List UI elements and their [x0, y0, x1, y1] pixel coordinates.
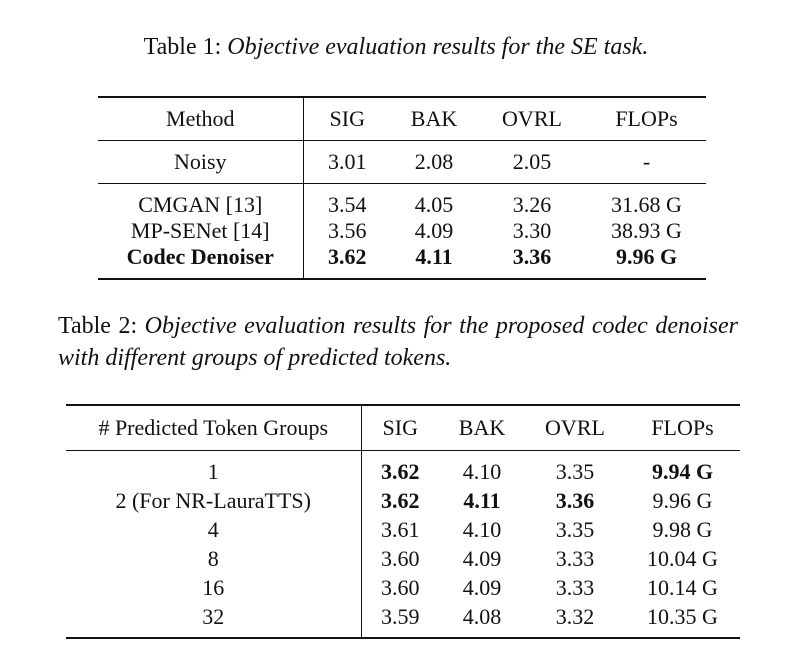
table-cell: 4.11 — [463, 487, 501, 513]
table-cell: 4.09 — [414, 218, 454, 243]
table-cell: 32 — [66, 602, 362, 638]
table-cell: 8 — [66, 544, 362, 573]
table1-header-flops: FLOPs — [615, 106, 678, 131]
table-cell: 4 — [66, 515, 362, 544]
table-row: MP-SENet [14] 3.56 4.09 3.30 38.93 G — [98, 218, 706, 244]
table-cell: 3.26 — [477, 183, 587, 218]
table-cell: 3.01 — [303, 140, 391, 184]
table1-header-ovrl: OVRL — [502, 106, 562, 131]
table-row: 8 3.60 4.09 3.33 10.04 G — [66, 544, 740, 573]
table2-header-ovrl: OVRL — [545, 415, 605, 440]
table2-header-flops: FLOPs — [651, 415, 714, 440]
table-cell: 3.62 — [381, 487, 420, 513]
table-cell: 4.08 — [462, 603, 502, 629]
table-cell: 1 — [66, 450, 362, 486]
table2-caption: Table 2: Objective evaluation results fo… — [58, 310, 738, 374]
table2-header-row: # Predicted Token Groups SIG BAK OVRL FL… — [66, 405, 740, 451]
table-cell: 9.96 G — [615, 244, 678, 269]
table-cell: Codec Denoiser — [98, 244, 304, 279]
table-cell: 3.62 — [361, 450, 439, 486]
table-cell: 9.96 G — [652, 487, 713, 513]
table-cell: 3.30 — [512, 218, 552, 243]
table-cell: 4.10 — [439, 450, 525, 486]
table-cell: 3.35 — [525, 450, 625, 486]
table-row: CMGAN [13] 3.54 4.05 3.26 31.68 G — [98, 183, 706, 218]
table-row: 4 3.61 4.10 3.35 9.98 G — [66, 515, 740, 544]
table-cell: 10.14 G — [647, 574, 718, 600]
table-cell: 10.04 G — [647, 545, 718, 571]
table1-caption-label: Table 1: — [143, 34, 228, 60]
table2-header-groups: # Predicted Token Groups — [66, 405, 362, 451]
table-cell: 3.35 — [555, 516, 595, 542]
table-cell: 4.05 — [391, 183, 477, 218]
table-cell: 38.93 G — [611, 218, 682, 243]
table-cell: CMGAN [13] — [98, 183, 304, 218]
table-cell: 3.36 — [512, 244, 552, 269]
table-cell: MP-SENet [14] — [98, 218, 304, 244]
table-cell: 3.36 — [555, 487, 595, 513]
table2: # Predicted Token Groups SIG BAK OVRL FL… — [66, 404, 740, 639]
table-row: 1 3.62 4.10 3.35 9.94 G — [66, 450, 740, 486]
table-cell: 3.62 — [328, 244, 367, 269]
table-cell: 3.54 — [303, 183, 391, 218]
table-cell: 3.61 — [381, 516, 420, 542]
table2-caption-text: Objective evaluation results for the pro… — [58, 313, 739, 371]
table-cell: 4.09 — [462, 574, 502, 600]
table-row: 32 3.59 4.08 3.32 10.35 G — [66, 602, 740, 638]
table-cell: 2.08 — [391, 140, 477, 184]
table-cell: 4.10 — [462, 516, 502, 542]
table-cell: 2 (For NR-LauraTTS) — [66, 486, 362, 515]
table-cell: 3.60 — [381, 545, 420, 571]
table-cell: 9.98 G — [652, 516, 713, 542]
table2-header-sig: SIG — [382, 415, 418, 440]
table1-caption-text: Objective evaluation results for the SE … — [227, 34, 649, 60]
table2-caption-label: Table 2: — [58, 313, 145, 339]
table-cell: 3.60 — [381, 574, 420, 600]
table1-noisy-row: Noisy 3.01 2.08 2.05 - — [98, 140, 706, 184]
table-cell: 3.32 — [555, 603, 595, 629]
table-cell: 4.09 — [462, 545, 502, 571]
table1-header-bak: BAK — [410, 106, 458, 131]
table1-header-method: Method — [98, 97, 304, 141]
table1-header-row: Method SIG BAK OVRL FLOPs — [98, 97, 706, 141]
table-cell: 3.33 — [555, 574, 595, 600]
table-cell: 4.11 — [415, 244, 453, 269]
table2-header-bak: BAK — [458, 415, 506, 440]
table-cell: 3.56 — [328, 218, 367, 243]
table-cell: 16 — [66, 573, 362, 602]
table-row: Codec Denoiser 3.62 4.11 3.36 9.96 G — [98, 244, 706, 279]
table-row: 16 3.60 4.09 3.33 10.14 G — [66, 573, 740, 602]
table-cell: 10.35 G — [647, 603, 718, 629]
table-cell: 3.59 — [381, 603, 420, 629]
table-cell: 31.68 G — [587, 183, 706, 218]
table-cell: - — [587, 140, 706, 184]
table-cell: 9.94 G — [625, 450, 740, 486]
table-row: 2 (For NR-LauraTTS) 3.62 4.11 3.36 9.96 … — [66, 486, 740, 515]
table-cell: 2.05 — [477, 140, 587, 184]
table1-header-sig: SIG — [329, 106, 365, 131]
table-cell: 3.33 — [555, 545, 595, 571]
table1-caption: Table 1: Objective evaluation results fo… — [0, 30, 792, 64]
table1: Method SIG BAK OVRL FLOPs Noisy 3.01 2.0… — [98, 96, 706, 280]
table-cell: Noisy — [98, 140, 304, 184]
